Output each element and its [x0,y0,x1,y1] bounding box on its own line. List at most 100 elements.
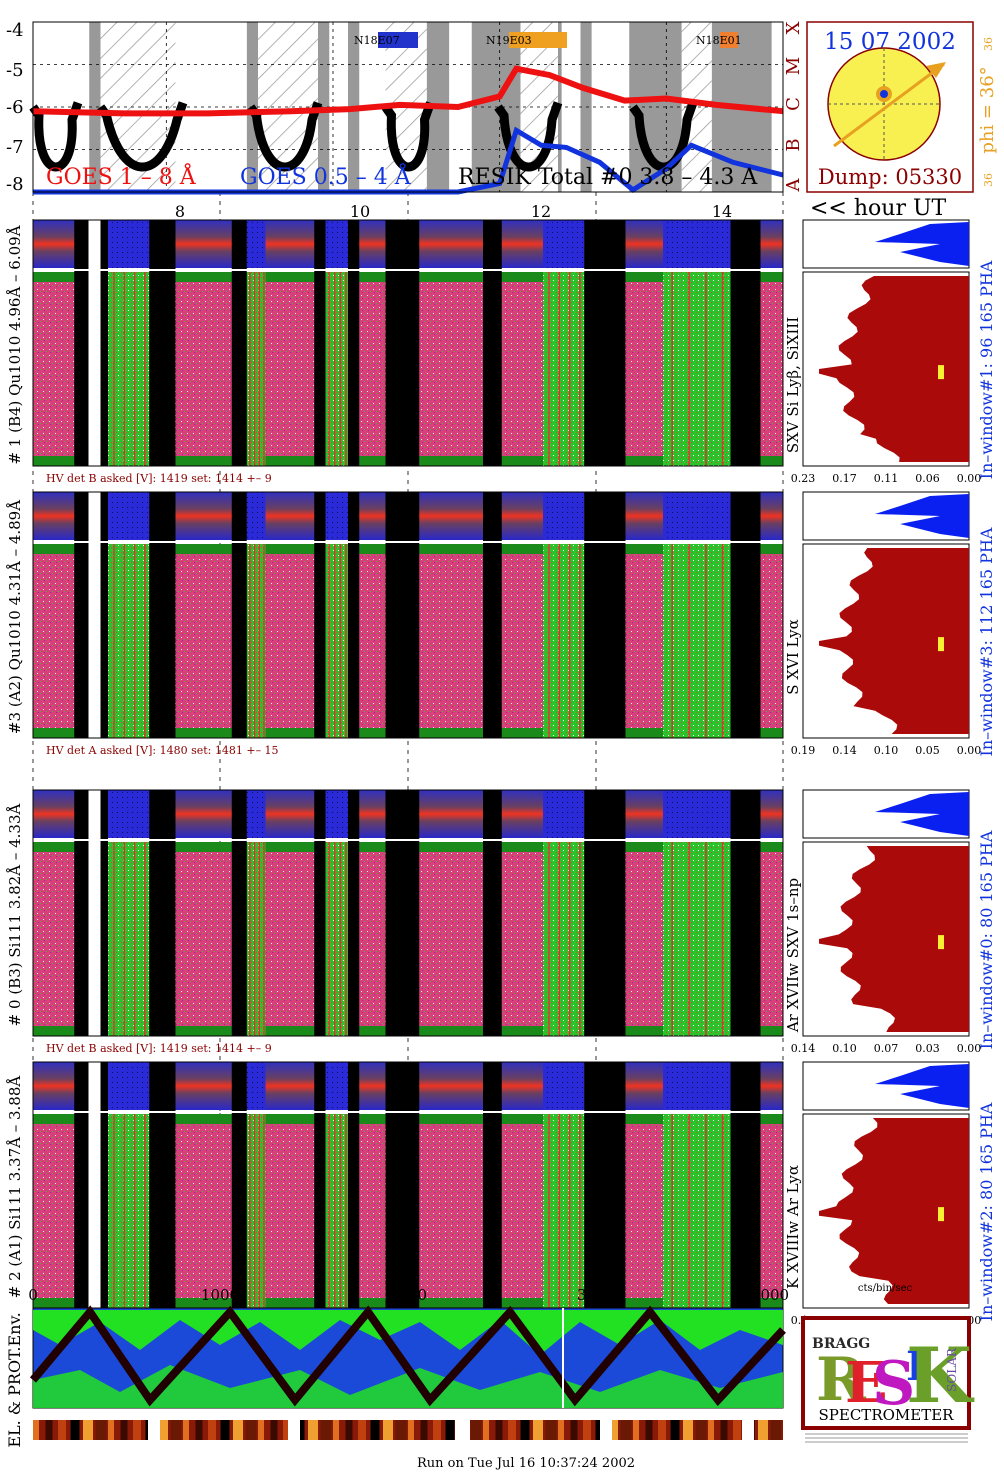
pha-distribution [875,792,969,836]
strip-segment [470,1420,482,1440]
data-gap [314,220,326,466]
red-streak [333,272,336,466]
red-streak [144,1114,146,1308]
red-streak [263,1114,265,1308]
in-window-label: In–window#3: 112 165 PHA [977,527,996,756]
data-gap [74,790,90,1036]
red-streak [113,544,115,738]
red-streak [339,544,342,738]
red-streak [258,544,260,738]
legend-goes-long: GOES 1 – 8 Å [46,162,197,190]
hist-tick-label: 0.23 [791,472,816,485]
strip-segment [220,1420,230,1440]
in-window-label: In–window#2: 80 165 PHA [977,1102,996,1321]
red-streak [253,842,256,1036]
env-x-tick: 2000 [389,1286,427,1304]
line-histogram [819,548,969,734]
data-gap [730,492,761,738]
red-streak [722,1114,724,1308]
flare-band [246,272,266,466]
hist-tick-label: 0.00 [957,744,982,757]
flare-band [108,544,150,738]
data-gap [348,492,360,738]
red-streak [568,272,571,466]
x-tick-label: 14 [712,202,732,221]
x-tick-label: 10 [350,202,370,221]
data-gap [100,492,108,738]
class-label-b: B [783,138,804,151]
class-label-c: C [783,97,804,111]
red-streak [688,544,690,738]
red-streak [328,1114,330,1308]
strip-segment [420,1420,428,1440]
data-gap [483,492,502,738]
resik-segment [629,101,698,172]
strip-segment [170,1420,182,1440]
strip-quiet-band [246,492,266,540]
hv-status: HV det A asked [V]: 1480 set: 1481 +– 15 [46,744,279,757]
sun-diagram: 15 07 2002 Dump: 05330 phi = 36° 36 36 [806,21,998,193]
red-streak [345,544,347,738]
red-streak [671,1114,673,1308]
region-label-2: N19E03 [486,34,532,47]
hist-tick-label: 0.10 [832,1042,857,1055]
data-gap [584,220,626,466]
strip-segment [320,1420,332,1440]
red-streak [705,842,707,1036]
strip-segment [445,1420,455,1440]
strip-segment [208,1420,216,1440]
data-gap [231,790,247,1036]
data-gap [483,790,502,1036]
red-streak [558,842,560,1036]
red-streak [548,842,550,1036]
phi-label: phi = 36° [977,66,998,153]
strip-segment [395,1420,407,1440]
resik-total-curve [29,101,698,172]
red-streak [339,272,342,466]
strip-segment [158,1420,168,1440]
hist-tick-label: 0.14 [791,1042,816,1055]
line-histogram [819,1118,969,1304]
strip-quiet-band [663,790,731,838]
line-histogram [819,846,969,1032]
strip-segment [495,1420,503,1440]
flare-band [108,842,150,1036]
red-streak [558,1114,560,1308]
env-x-tick: 4000 [751,1286,789,1304]
red-streak [548,544,550,738]
flare-band [246,842,266,1036]
strip-segment [333,1420,339,1440]
strip-segment [183,1420,189,1440]
in-window-marker [938,1207,944,1222]
resik-segment [494,101,563,172]
red-streak [249,272,251,466]
env-x-tick: 1000 [201,1286,239,1304]
strip-segment [583,1420,591,1440]
line-identification: K XVIIIw Ar Lyα [784,1165,802,1289]
logo-solar: SOLAR [945,1347,959,1392]
hist-tick-label: 0.00 [957,1042,982,1055]
in-window-marker [938,365,944,380]
red-streak [688,272,690,466]
spectral-panel-4: HV det A asked [V]: 1480 set: 1481 +– 15… [6,1061,996,1327]
strip-segment [608,1420,618,1440]
strip-quiet-band [108,220,150,268]
line-identification: S XVI Lyα [784,619,802,695]
data-gap [314,790,326,1036]
data-gap [88,492,101,738]
data-gap [584,1062,626,1308]
environment-panel: 0 1000 2000 3000 4000 EL. & PROT.Env. [5,1286,789,1448]
logo-frame [801,1316,971,1430]
hist-tick-label: 0.11 [874,472,899,485]
strip-segment [545,1420,557,1440]
data-gap [231,1062,247,1308]
env-x-tick: 3000 [577,1286,615,1304]
red-streak [705,544,707,738]
data-gap [584,492,626,738]
env-label: EL. & PROT.Env. [5,1312,24,1447]
panel-label: # 0 (B3) Si111 3.82Å – 4.33Å [6,804,24,1027]
data-gap [348,790,360,1036]
red-streak [249,544,251,738]
y-tick-label: -8 [6,174,24,195]
data-gap [385,220,420,466]
